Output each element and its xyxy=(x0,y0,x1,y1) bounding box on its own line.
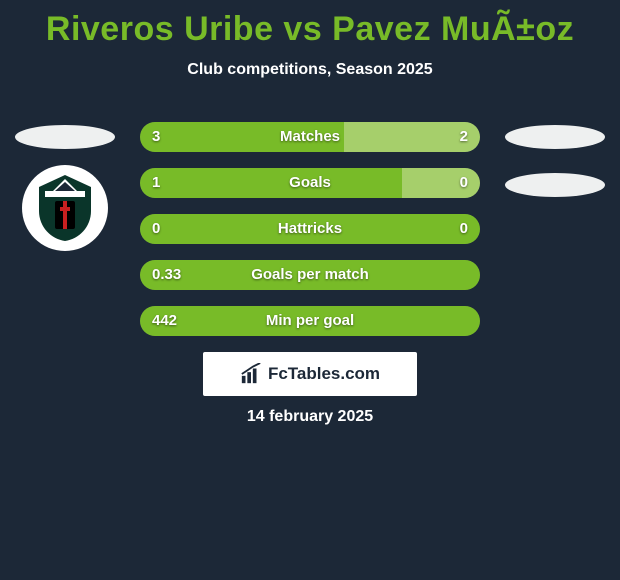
club-shield-icon xyxy=(35,173,95,243)
bar-label: Min per goal xyxy=(140,306,480,336)
brand-text: FcTables.com xyxy=(268,364,380,384)
stat-bar-row: 32Matches xyxy=(140,122,480,152)
bar-label: Goals xyxy=(140,168,480,198)
flag-right-icon xyxy=(505,125,605,149)
brand-badge: FcTables.com xyxy=(203,352,417,396)
page-title: Riveros Uribe vs Pavez MuÃ±oz xyxy=(0,0,620,49)
player-right-column xyxy=(500,125,610,213)
stat-bar-row: 00Hattricks xyxy=(140,214,480,244)
bar-label: Goals per match xyxy=(140,260,480,290)
date-label: 14 february 2025 xyxy=(0,408,620,426)
stat-bar-row: 442Min per goal xyxy=(140,306,480,336)
stat-bars: 32Matches 10Goals 00Hattricks 0.33Goals per… xyxy=(140,122,480,352)
bar-label: Hattricks xyxy=(140,214,480,244)
flag-left-icon xyxy=(15,125,115,149)
comparison-card: Riveros Uribe vs Pavez MuÃ±oz Club compe… xyxy=(0,0,620,580)
chart-icon xyxy=(240,363,262,385)
club-badge-left xyxy=(22,165,108,251)
bar-label: Matches xyxy=(140,122,480,152)
stat-bar-row: 0.33Goals per match xyxy=(140,260,480,290)
club-badge-right-icon xyxy=(505,173,605,197)
player-left-column xyxy=(10,125,120,251)
stat-bar-row: 10Goals xyxy=(140,168,480,198)
subtitle: Club competitions, Season 2025 xyxy=(0,49,620,79)
